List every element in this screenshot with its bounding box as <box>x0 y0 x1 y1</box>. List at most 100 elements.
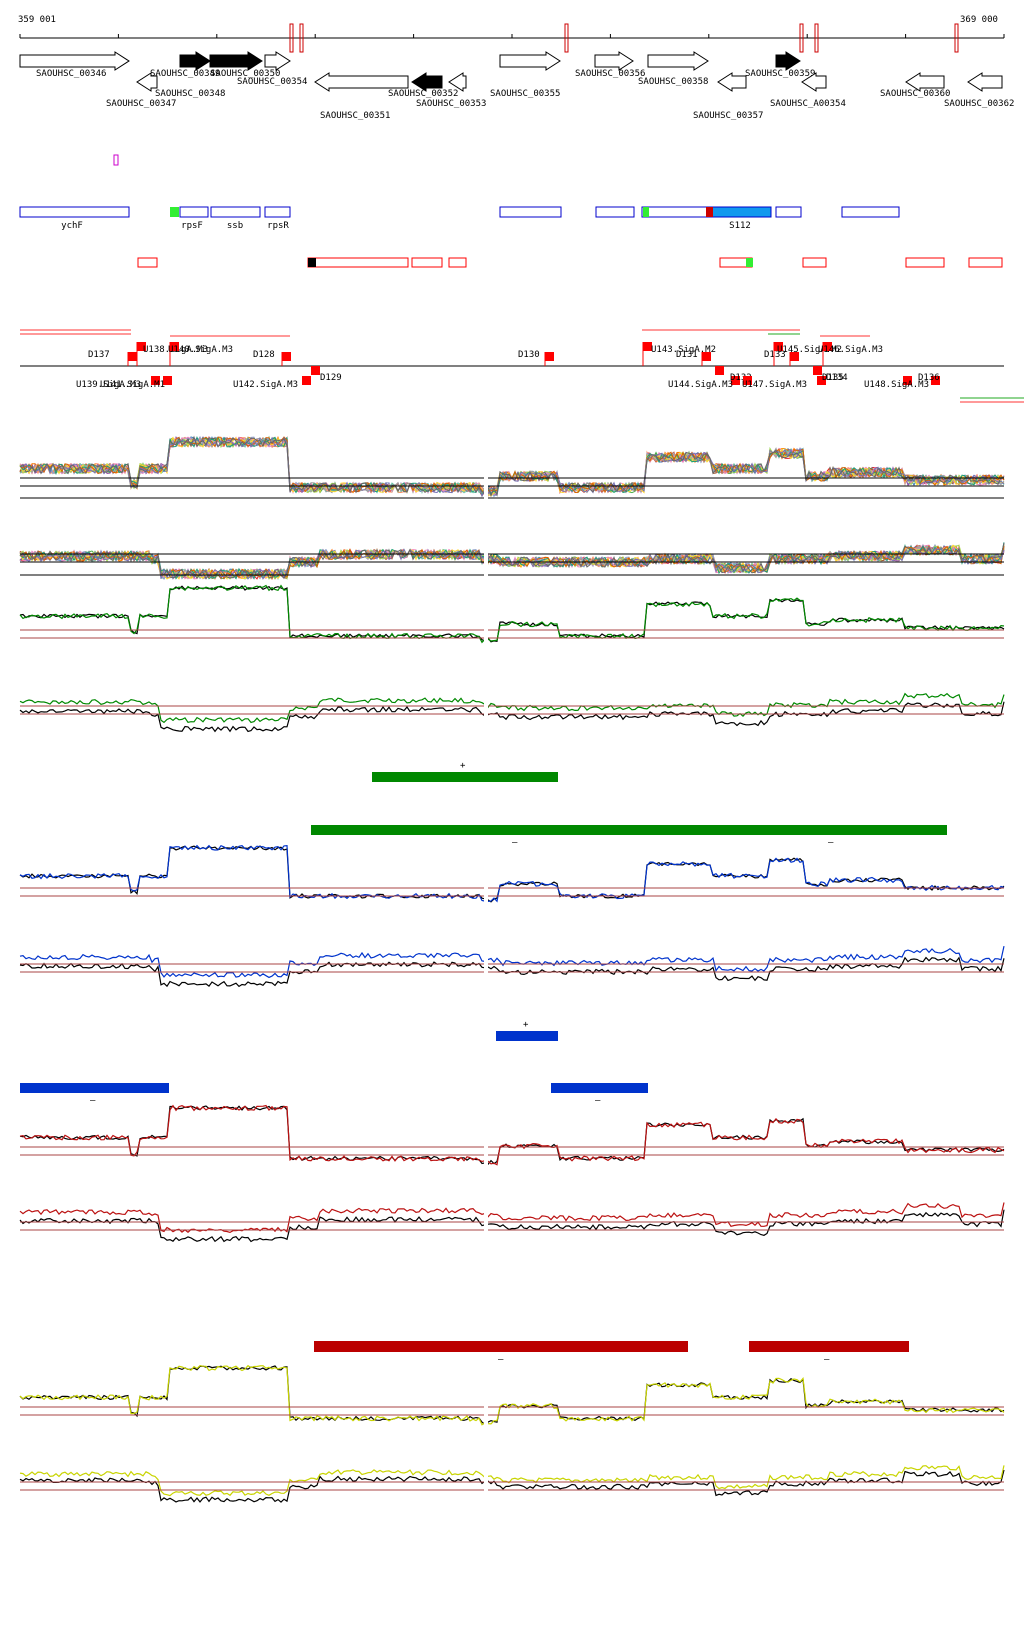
gene-label: SAOUHSC_00355 <box>490 89 560 99</box>
expression-curve <box>19 543 1005 580</box>
gene-label: SAOUHSC_00360 <box>880 89 950 99</box>
red-feature-box <box>448 257 467 268</box>
feature-marker <box>823 342 832 351</box>
annotation-label: rpsF <box>181 221 203 231</box>
feature-marker <box>813 366 822 375</box>
feature-label: D132 <box>730 373 752 383</box>
green-plus-bar <box>372 772 558 782</box>
blue-minus-bar-1 <box>20 1083 169 1093</box>
feature-label: D131 <box>676 350 698 360</box>
feature-marker <box>931 376 940 385</box>
expression-curve <box>19 1202 1005 1234</box>
feature-label: D129 <box>320 373 342 383</box>
feature-track: D137U138.SigA.M3U140.SigA.M3D128D130U143… <box>20 329 1024 403</box>
annotation-box <box>711 206 772 218</box>
gene-label: SAOUHSC_00351 <box>320 111 390 121</box>
gene-arrow <box>19 51 130 71</box>
feature-label: D128 <box>253 350 275 360</box>
feature-label: D133 <box>764 350 786 360</box>
red-feature-marker <box>746 258 753 267</box>
expression-curve <box>19 692 1005 724</box>
feature-marker <box>128 352 137 361</box>
expression-curve <box>19 436 1005 498</box>
expression-curve <box>19 1364 1005 1426</box>
red-feature-box <box>307 257 409 268</box>
segment-bars: + – – + – – – – <box>20 761 947 1365</box>
annotation-box <box>19 206 130 218</box>
annotation-label: rpsR <box>267 221 289 231</box>
annotation-boxes: ychF rpsF ssb rpsR S112 <box>19 206 900 231</box>
feature-label: U140.SigA.M3 <box>168 345 233 355</box>
expression-curve <box>19 1104 1005 1166</box>
gene-label: SAOUHSC_00356 <box>575 69 645 79</box>
gene-label: SAOUHSC_00362 <box>944 99 1014 109</box>
annotation-box <box>641 206 713 218</box>
feature-label: U147.SigA.M3 <box>742 380 807 390</box>
annotation-box <box>775 206 802 218</box>
feature-label: U142.SigA.M3 <box>233 380 298 390</box>
feature-marker <box>702 352 711 361</box>
green-plus-label: + <box>460 761 466 771</box>
feature-label: U141.SigA.M1 <box>100 380 165 390</box>
feature-marker <box>790 352 799 361</box>
gene-label: SAOUHSC_00353 <box>416 99 486 109</box>
feature-label: U146.SigA.M3 <box>818 345 883 355</box>
expression-curve <box>19 1469 1005 1503</box>
feature-marker <box>302 376 311 385</box>
gene-arrow <box>264 51 291 71</box>
feature-marker <box>545 352 554 361</box>
expression-curve <box>19 1209 1005 1243</box>
feature-marker <box>903 376 912 385</box>
expression-curve <box>19 945 1005 979</box>
feature-label: D130 <box>518 350 540 360</box>
red-feature-box <box>905 257 945 268</box>
red-feature-box <box>968 257 1003 268</box>
gene-arrow <box>594 51 634 71</box>
gene-arrow <box>905 72 945 92</box>
gene-arrow <box>967 72 1003 92</box>
feature-marker <box>151 376 160 385</box>
expression-curve <box>19 844 1005 903</box>
ruler-marker <box>299 23 304 53</box>
red-feature-box <box>411 257 443 268</box>
green-minus-bar <box>311 825 947 835</box>
ruler-marker <box>954 23 959 53</box>
gene-arrow <box>136 72 158 92</box>
gene-label: SAOUHSC_00357 <box>693 111 763 121</box>
blue-plus-bar <box>496 1031 558 1041</box>
expression-curve <box>19 701 1005 733</box>
gene-arrow <box>499 51 561 71</box>
feature-label: U148.SigA.M3 <box>864 380 929 390</box>
gene-arrow <box>209 51 263 71</box>
gene-arrow <box>647 51 709 71</box>
feature-marker <box>282 352 291 361</box>
gene-label: SAOUHSC_00349 <box>150 69 220 79</box>
feature-marker <box>311 366 320 375</box>
feature-marker <box>170 342 179 351</box>
annotation-box <box>210 206 261 218</box>
annotation-box <box>264 206 291 218</box>
gene-arrow <box>801 72 827 92</box>
feature-marker <box>731 376 740 385</box>
gene-label: SAOUHSC_00347 <box>106 99 176 109</box>
feature-marker <box>643 342 652 351</box>
ruler-marker <box>814 23 819 53</box>
feature-marker <box>743 376 752 385</box>
annotation-label: ychF <box>61 221 83 231</box>
red-feature-marker <box>308 258 316 267</box>
green-minus-label: – <box>512 838 518 848</box>
annotation-box <box>595 206 635 218</box>
annotation-box <box>841 206 900 218</box>
gene-arrow <box>179 51 211 71</box>
red-minus-label: – <box>498 1355 504 1365</box>
gene-arrow <box>717 72 747 92</box>
feature-label: D135 <box>822 373 844 383</box>
gene-arrow <box>411 72 443 92</box>
gene-arrow <box>775 51 801 71</box>
gene-label: SAOUHSC_00350 <box>210 69 280 79</box>
feature-label: U145.SigA.M2 <box>777 345 842 355</box>
feature-label: U144.SigA.M3 <box>668 380 733 390</box>
red-minus-label-2: – <box>824 1355 830 1365</box>
feature-marker <box>137 342 146 351</box>
